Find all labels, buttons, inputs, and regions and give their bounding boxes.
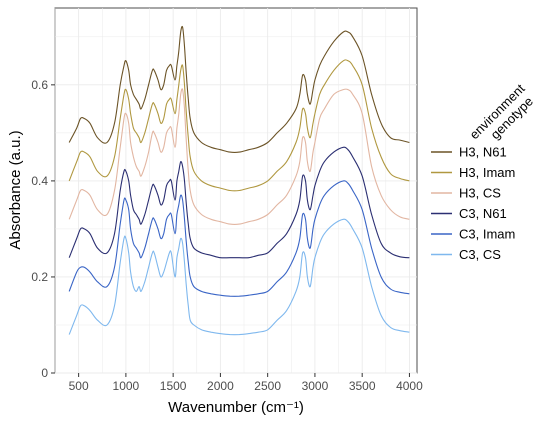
x-tick-label: 2000 (207, 379, 234, 393)
x-tick-label: 1000 (113, 379, 140, 393)
y-tick-label: 0.2 (31, 270, 48, 284)
series-line-c3-imam (68, 180, 410, 297)
series-line-c3-n61 (68, 146, 410, 259)
x-tick-label: 3000 (302, 379, 329, 393)
series-line-h3-imam (68, 59, 410, 192)
x-tick-label: 2500 (254, 379, 281, 393)
legend-label-h3-n61: H3, N61 (459, 145, 507, 160)
x-tick-label: 4000 (396, 379, 423, 393)
y-tick-label: 0.4 (31, 174, 48, 188)
x-tick-label: 500 (69, 379, 89, 393)
y-tick-label: 0.6 (31, 78, 48, 92)
legend-label-h3-imam: H3, Imam (459, 165, 515, 180)
legend-label-c3-n61: C3, N61 (459, 206, 507, 221)
series-line-h3-cs (68, 88, 410, 225)
legend-label-c3-imam: C3, Imam (459, 227, 515, 242)
grid-lines (54, 8, 417, 374)
series-line-h3-n61 (68, 25, 410, 153)
y-axis-label: Absorbance (a.u.) (7, 130, 24, 249)
legend-items: H3, N61 H3, Imam H3, CS C3, N61 C3, Imam C3, … (431, 145, 515, 262)
axes: 500 1000 1500 2000 2500 3000 3500 4000 0 0.2 0.4 0.… (31, 78, 423, 393)
legend-label-h3-cs: H3, CS (459, 186, 501, 201)
x-axis-label: Wavenumber (cm⁻¹) (168, 399, 304, 416)
series-line-c3-cs (68, 218, 410, 336)
y-tick-label: 0 (41, 366, 48, 380)
x-tick-label: 1500 (160, 379, 187, 393)
series-lines (68, 25, 410, 336)
legend-label-c3-cs: C3, CS (459, 247, 501, 262)
x-tick-label: 3500 (349, 379, 376, 393)
